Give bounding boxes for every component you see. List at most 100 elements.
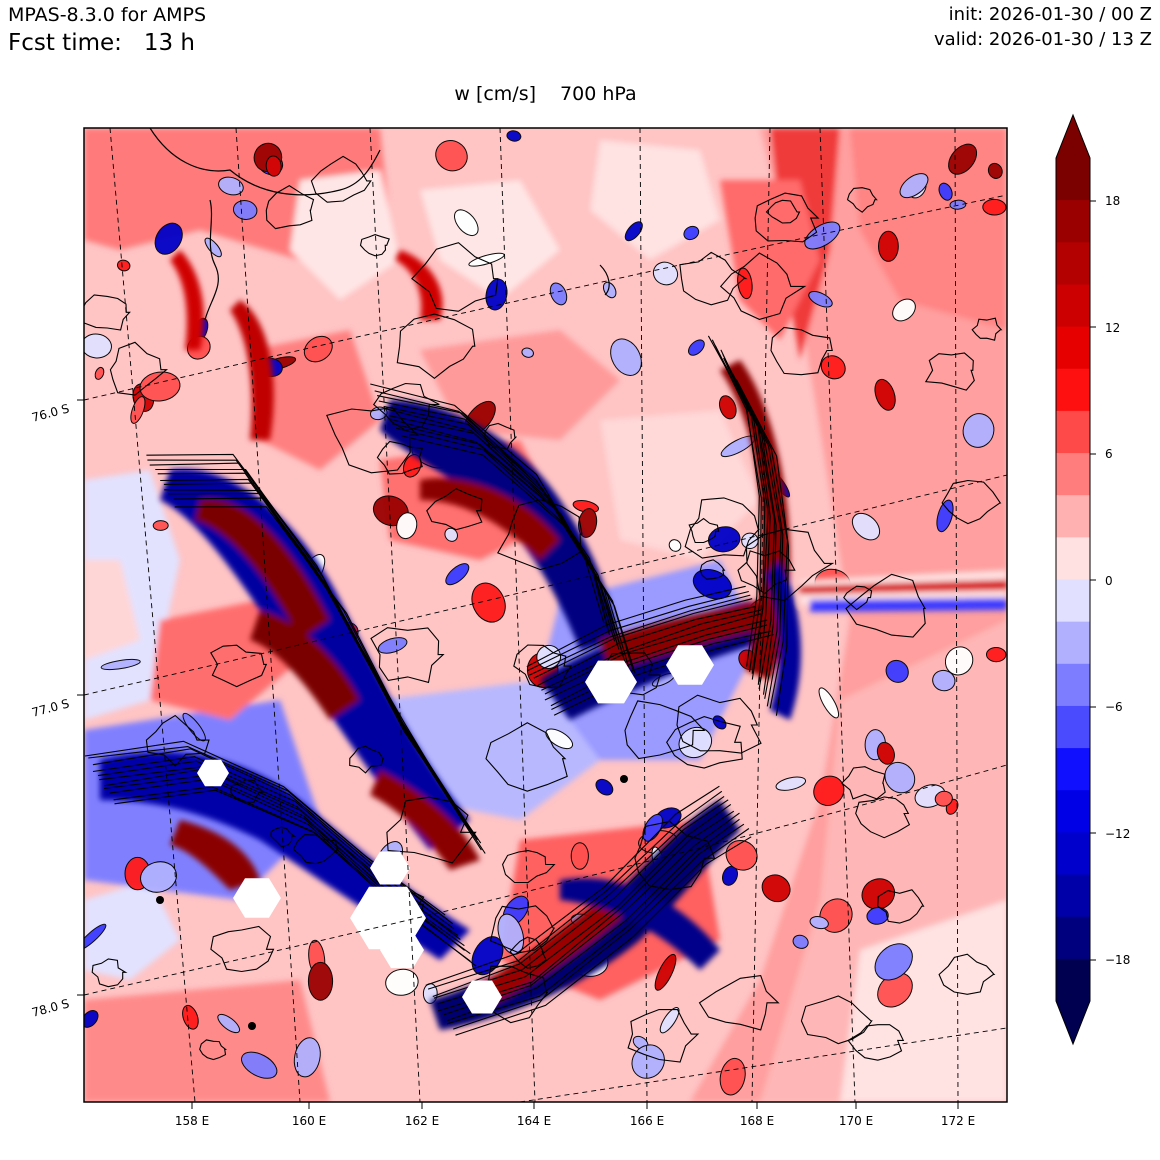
field-cell (678, 726, 713, 759)
colorbar-bin (1056, 916, 1090, 960)
contour-line (432, 795, 725, 998)
field-cell (140, 861, 177, 893)
lon-tick-label: 162 E (405, 1114, 439, 1128)
field-cell (654, 953, 677, 991)
field-cell (506, 130, 522, 142)
colorbar-min-extension (1056, 1001, 1090, 1044)
contour-line (392, 423, 630, 668)
variable-label: w [cm/s] (454, 83, 537, 105)
field-cell (303, 335, 333, 363)
field-cell (932, 669, 956, 692)
field-cell (949, 199, 967, 210)
contour-line (265, 185, 315, 230)
contour-line (443, 812, 740, 1016)
contour-line (688, 517, 720, 544)
lon-tick-label: 166 E (630, 1114, 664, 1128)
field-cell (936, 499, 954, 533)
contour-line (370, 627, 445, 684)
field-cell (84, 1009, 99, 1028)
contour-line (526, 585, 746, 668)
contour-line (425, 785, 720, 986)
colorbar-bin (1056, 284, 1090, 328)
contour-line (484, 422, 518, 450)
field-cell (804, 221, 841, 250)
field-cell (521, 347, 534, 358)
contour-line (529, 594, 751, 676)
contour-line (446, 818, 740, 1022)
field-cell (982, 198, 1007, 216)
field-cell (986, 646, 1007, 663)
field-cell (683, 225, 700, 241)
field-cell (545, 728, 574, 750)
contour-line (411, 242, 499, 312)
contour-line (174, 506, 486, 854)
contour-line (114, 789, 477, 967)
field-cell (741, 532, 759, 550)
contour-line (877, 889, 925, 924)
contour-line (437, 803, 732, 1005)
field-cell (595, 778, 614, 796)
contour-line (971, 317, 1003, 341)
field-cell (265, 155, 282, 177)
colorbar-bin (1056, 621, 1090, 665)
colorbar-bin (1056, 158, 1090, 201)
colorbar-tick-label: 0 (1105, 574, 1113, 588)
contour-line (738, 383, 790, 716)
contour-line (326, 406, 420, 474)
field-cell (934, 790, 953, 807)
lon-tick-label: 170 E (839, 1114, 873, 1128)
colorbar-bin (1056, 748, 1090, 791)
field-cell (884, 761, 916, 794)
contour-line (446, 823, 745, 1025)
colorbar-tick-label: 18 (1105, 194, 1120, 208)
contour-line (855, 796, 911, 839)
contour-line (401, 435, 636, 674)
lon-tick-label: 172 E (941, 1114, 975, 1128)
field-cell (761, 874, 791, 903)
contour-line (427, 790, 723, 990)
contour-line (509, 936, 547, 969)
field-cell (818, 687, 840, 719)
field-cell (659, 1007, 680, 1034)
field-cell (874, 378, 896, 411)
field-cell (775, 776, 807, 791)
colorbar-bin (1056, 579, 1090, 623)
contour-line (386, 796, 477, 864)
contour-line (711, 339, 762, 672)
contour-line (732, 373, 784, 707)
lat-tick-label: 78.0 S (30, 996, 70, 1019)
contour-line (145, 714, 210, 767)
contour-line (502, 850, 556, 884)
colorbar-bin (1056, 958, 1090, 1002)
contour-line (210, 925, 275, 973)
field-cell (987, 162, 1003, 179)
contour-line (230, 778, 265, 803)
lon-tick-label: 168 E (740, 1114, 774, 1128)
missing-data-cell (197, 759, 229, 787)
field-cell (293, 1037, 321, 1078)
contour-line (91, 958, 128, 988)
latitude-axis: 76.0 S 77.0 S 78.0 S (30, 399, 84, 1020)
colorbar: 18 12 6 0 −6 −12 −18 (1055, 113, 1130, 1046)
field-cell (948, 143, 978, 175)
field-cell (485, 278, 508, 311)
field-cell (377, 637, 408, 654)
colorbar-bin (1056, 200, 1090, 243)
contour-line (843, 585, 873, 611)
vertical-velocity-field (84, 128, 1007, 1102)
contour-line (941, 479, 1002, 525)
field-cell (435, 140, 468, 172)
lat-tick-label: 76.0 S (30, 401, 70, 424)
contour-line (359, 234, 390, 257)
field-cell (471, 582, 506, 623)
field-cell (962, 413, 995, 448)
contour-line (544, 612, 764, 695)
contour-line (754, 192, 820, 243)
field-cell (866, 907, 889, 925)
colorbar-bin (1056, 705, 1090, 749)
contour-line (396, 313, 476, 379)
init-time-label: init: 2026-01-30 / 00 Z (948, 4, 1152, 25)
colorbar-bin (1056, 410, 1090, 454)
contour-line (395, 427, 634, 670)
field-cell (851, 512, 881, 541)
